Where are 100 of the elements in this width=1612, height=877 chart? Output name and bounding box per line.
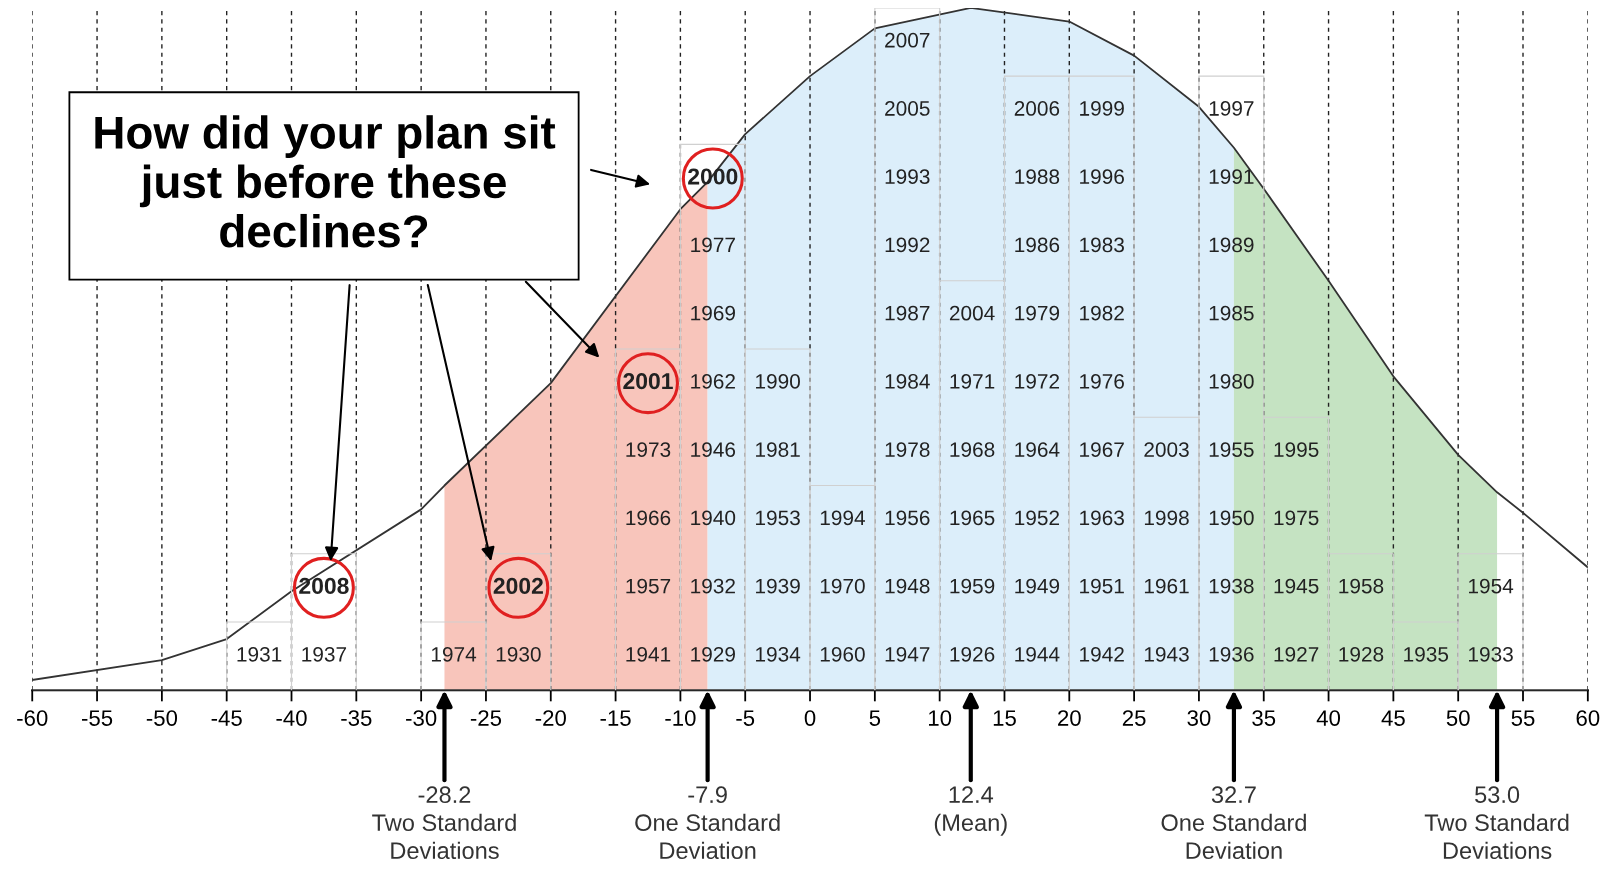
annotation: 1998 xyxy=(1144,510,1189,526)
annotation: 1959 xyxy=(950,578,995,594)
x-tick-label: -15 xyxy=(600,710,631,726)
annotation: 1944 xyxy=(1015,646,1060,662)
annotation: 2006 xyxy=(1014,101,1060,116)
x-tick-label: 30 xyxy=(1187,710,1211,726)
annotation: 1939 xyxy=(756,578,800,594)
annotation: 1934 xyxy=(756,646,801,662)
x-tick-label: 0 xyxy=(804,710,816,726)
annotation: 1927 xyxy=(1274,646,1319,662)
x-tick-label: -25 xyxy=(470,710,502,726)
x-tick-label: 25 xyxy=(1122,710,1146,726)
annotation: 1962 xyxy=(691,374,735,389)
annotation: 1974 xyxy=(431,646,477,662)
annotation: 2005 xyxy=(885,101,930,116)
annotation: 2004 xyxy=(949,305,995,321)
annotation: 1982 xyxy=(1080,305,1124,321)
x-tick-label: 50 xyxy=(1446,710,1470,726)
annotation: 1946 xyxy=(691,442,736,457)
annotation: 1983 xyxy=(1080,237,1124,253)
annotation: 1993 xyxy=(885,169,930,185)
annotation: 1949 xyxy=(1015,578,1060,594)
x-tick-label: -20 xyxy=(535,710,566,726)
annotation: 1989 xyxy=(1209,237,1254,253)
annotation: 1938 xyxy=(1209,578,1254,594)
x-tick-label: 10 xyxy=(929,710,952,726)
annotation: 1961 xyxy=(1144,578,1189,594)
annotation: 1943 xyxy=(1144,646,1189,662)
annotation: 1997 xyxy=(1209,101,1254,116)
annotation: 1963 xyxy=(1080,510,1124,526)
annotation: 1937 xyxy=(302,646,347,662)
annotation: 1952 xyxy=(1015,510,1060,526)
x-tick-label: 20 xyxy=(1058,710,1081,726)
annotation: 1987 xyxy=(885,305,930,321)
annotation: 1948 xyxy=(885,578,930,594)
annotation: 1951 xyxy=(1080,578,1124,594)
annotation: 2007 xyxy=(885,32,930,48)
x-tick-label: -50 xyxy=(146,710,178,726)
annotation: 2002 xyxy=(493,577,543,594)
x-tick-label: 60 xyxy=(1576,710,1600,726)
annotation: 1941 xyxy=(626,646,671,662)
annotation: 1990 xyxy=(756,374,800,389)
annotation: 1999 xyxy=(1080,101,1124,116)
annotation: 1977 xyxy=(691,237,735,253)
x-tick-label: -40 xyxy=(276,710,307,726)
x-tick-label: 5 xyxy=(869,710,881,726)
annotation: 1991 xyxy=(1209,169,1254,185)
annotation: -28.2 Two Standard Deviations xyxy=(372,786,516,860)
annotation: 1994 xyxy=(820,510,865,526)
annotation: 1973 xyxy=(626,442,671,457)
annotation: 1978 xyxy=(885,442,930,457)
annotation: 1986 xyxy=(1015,237,1060,253)
annotation: 32.7 One Standard Deviation xyxy=(1161,786,1306,860)
annotation: 1933 xyxy=(1469,646,1513,662)
annotation: 1984 xyxy=(885,374,930,389)
x-tick-label: 45 xyxy=(1381,710,1405,726)
x-tick-label: 15 xyxy=(993,710,1016,726)
annotation: How did your plan sit just before these declines? xyxy=(95,115,556,248)
annotation: 1942 xyxy=(1080,646,1124,662)
annotation: 1981 xyxy=(756,442,800,457)
annotation: 1964 xyxy=(1015,442,1060,457)
annotation: 1930 xyxy=(496,646,541,662)
annotation: 1929 xyxy=(691,646,735,662)
x-tick-label: -10 xyxy=(665,710,696,726)
annotation: 1967 xyxy=(1080,442,1124,457)
annotation: 1988 xyxy=(1015,169,1060,185)
annotation: 1945 xyxy=(1274,578,1319,594)
annotation: 1960 xyxy=(820,646,865,662)
annotation: 12.4 (Mean) xyxy=(934,786,1007,836)
x-tick-label: -55 xyxy=(81,710,113,726)
annotation: 1969 xyxy=(691,305,735,321)
annotation: 1936 xyxy=(1209,646,1254,662)
annotation: 1950 xyxy=(1209,510,1254,526)
x-tick-label: 35 xyxy=(1252,710,1276,726)
annotation: 1971 xyxy=(950,374,995,389)
annotation: 1995 xyxy=(1274,442,1319,457)
annotation: 1996 xyxy=(1080,169,1124,185)
annotation: -7.9 One Standard Deviation xyxy=(635,786,780,860)
x-tick-label: -45 xyxy=(211,710,242,726)
x-tick-label: -30 xyxy=(406,710,437,726)
x-tick-label: -60 xyxy=(17,710,48,726)
annotation: 1935 xyxy=(1404,646,1449,662)
annotation: 1957 xyxy=(626,578,671,594)
x-tick-label: 55 xyxy=(1511,710,1535,726)
annotation: 1954 xyxy=(1469,578,1514,594)
annotation: 1976 xyxy=(1080,374,1124,389)
annotation: 1966 xyxy=(626,510,671,526)
annotation: 1972 xyxy=(1015,374,1060,389)
annotation: 1931 xyxy=(237,646,282,662)
annotation: 1985 xyxy=(1209,305,1254,321)
x-tick-label: 40 xyxy=(1316,710,1341,726)
annotation: 53.0 Two Standard Deviations xyxy=(1424,786,1569,860)
x-tick-label: -5 xyxy=(736,710,755,726)
annotation: 1970 xyxy=(820,578,865,594)
annotation: 1955 xyxy=(1209,442,1254,457)
annotation: 1926 xyxy=(950,646,995,662)
annotation: 2001 xyxy=(623,373,673,390)
annotation: 1968 xyxy=(950,442,995,457)
annotation: 1947 xyxy=(885,646,930,662)
annotation: 1980 xyxy=(1209,374,1254,389)
